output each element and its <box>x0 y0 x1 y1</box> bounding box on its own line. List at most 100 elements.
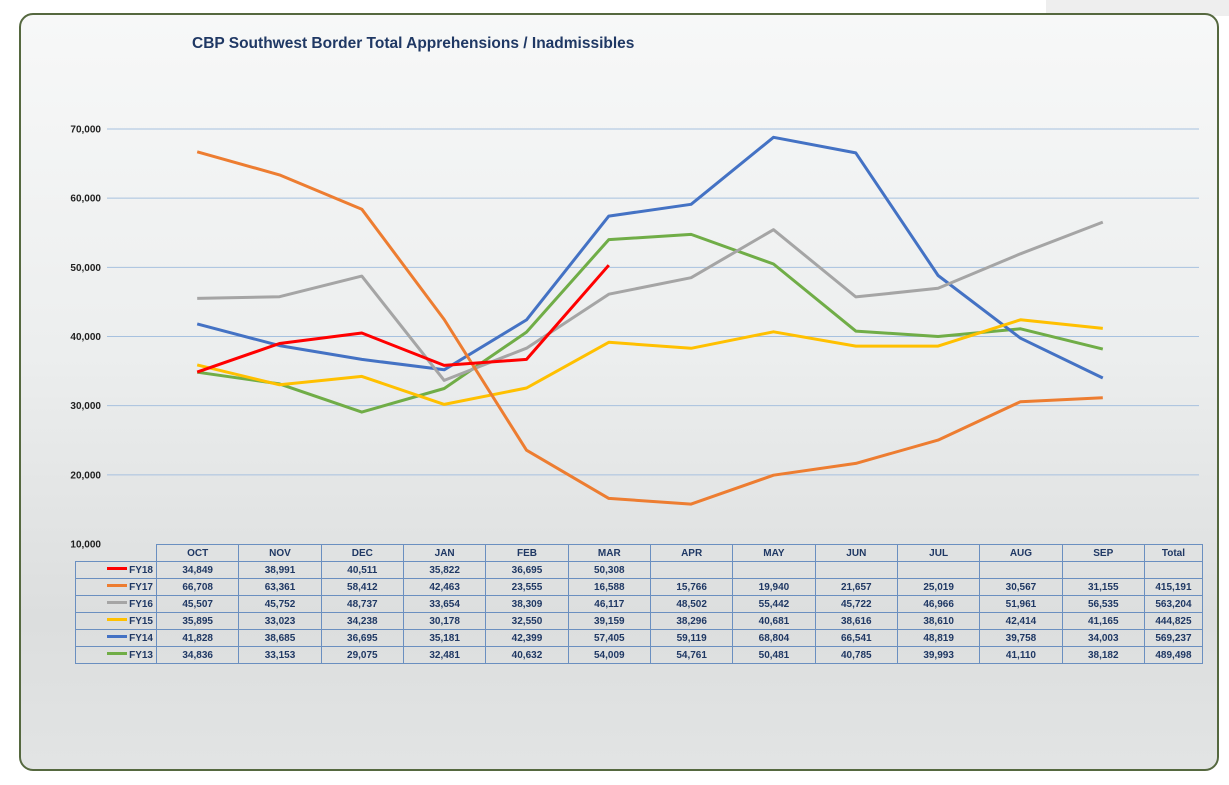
total-value: 569,237 <box>1143 629 1203 647</box>
legend-entry-fy13: FY13 <box>75 646 157 664</box>
data-label: 34,238 <box>320 612 404 630</box>
data-label: 42,463 <box>402 578 487 596</box>
x-category-label: MAY <box>732 544 816 562</box>
data-label: 39,159 <box>567 612 651 630</box>
total-value: 563,204 <box>1143 595 1203 613</box>
data-label: 48,502 <box>649 595 734 613</box>
corner-box <box>1046 0 1229 16</box>
data-label: 38,309 <box>485 595 569 613</box>
y-tick-label: 50,000 <box>70 263 101 274</box>
legend-key <box>107 567 128 571</box>
legend-label: FY17 <box>129 581 153 593</box>
series-line-fy18 <box>196 264 610 374</box>
data-label: 38,616 <box>814 612 898 630</box>
legend-key <box>107 584 128 588</box>
y-tick-label: 30,000 <box>70 401 101 412</box>
data-label: 50,308 <box>567 561 651 579</box>
legend-key <box>107 652 128 656</box>
data-label: 33,153 <box>238 646 322 664</box>
data-label: 23,555 <box>485 578 569 596</box>
chart-title: CBP Southwest Border Total Apprehensions… <box>192 35 635 52</box>
data-label: 55,442 <box>732 595 816 613</box>
total-value: 489,498 <box>1143 646 1203 664</box>
data-label: 32,550 <box>485 612 569 630</box>
data-label: 45,752 <box>238 595 322 613</box>
data-label: 48,819 <box>896 629 981 647</box>
legend-label: FY13 <box>129 649 153 661</box>
data-label: 33,654 <box>402 595 487 613</box>
data-label: 58,412 <box>320 578 404 596</box>
data-label: 46,966 <box>896 595 981 613</box>
data-label: 40,511 <box>320 561 404 579</box>
data-label: 42,414 <box>979 612 1063 630</box>
data-label: 42,399 <box>485 629 569 647</box>
legend-key <box>107 618 128 622</box>
data-label: 16,588 <box>567 578 651 596</box>
data-label: 54,761 <box>649 646 734 664</box>
data-label: 40,632 <box>485 646 569 664</box>
series-line-fy13 <box>196 232 1104 414</box>
legend-entry-fy15: FY15 <box>75 612 157 630</box>
total-value <box>1143 561 1203 579</box>
data-label: 39,758 <box>979 629 1063 647</box>
data-label <box>649 561 734 579</box>
data-label: 59,119 <box>649 629 734 647</box>
legend-entry-fy16: FY16 <box>75 595 157 613</box>
x-category-label: JUL <box>896 544 981 562</box>
data-label: 66,708 <box>155 578 240 596</box>
legend-key <box>107 601 128 605</box>
x-category-label: JUN <box>814 544 898 562</box>
x-category-label: FEB <box>485 544 569 562</box>
data-label: 41,828 <box>155 629 240 647</box>
data-label: 34,836 <box>155 646 240 664</box>
data-label: 38,685 <box>238 629 322 647</box>
legend-label: FY15 <box>129 615 153 627</box>
x-category-label: NOV <box>238 544 322 562</box>
table-row: FY14 41,828 38,685 36,695 35,181 42,399 57,405… <box>75 629 1203 647</box>
data-label <box>979 561 1063 579</box>
table-row: FY15 35,895 33,023 34,238 30,178 32,550 39,159… <box>75 612 1203 630</box>
table-row: FY18 34,849 38,991 40,511 35,822 36,695 50,308 <box>75 561 1203 579</box>
data-label: 40,785 <box>814 646 898 664</box>
data-label: 48,737 <box>320 595 404 613</box>
data-table: OCT NOV DEC JAN FEB MAR APR MAY JUN JUL AUG SEP Tota… <box>75 544 1203 664</box>
chart-panel: CBP Southwest Border Total Apprehensions… <box>19 13 1219 771</box>
y-tick-label: 40,000 <box>70 332 101 343</box>
data-label <box>1061 561 1145 579</box>
data-label: 32,481 <box>402 646 487 664</box>
data-label: 30,178 <box>402 612 487 630</box>
data-label: 21,657 <box>814 578 898 596</box>
series-line-fy17 <box>196 150 1103 506</box>
data-label: 36,695 <box>320 629 404 647</box>
data-label: 31,155 <box>1061 578 1145 596</box>
x-category-label: AUG <box>979 544 1063 562</box>
data-label: 34,003 <box>1061 629 1145 647</box>
x-category-label: OCT <box>155 544 240 562</box>
data-label: 38,610 <box>896 612 981 630</box>
total-header: Total <box>1143 544 1203 562</box>
table-row: FY16 45,507 45,752 48,737 33,654 38,309 46,117… <box>75 595 1203 613</box>
table-row: FY17 66,708 63,361 58,412 42,463 23,555 16,588… <box>75 578 1203 596</box>
data-label: 54,009 <box>567 646 651 664</box>
total-value: 415,191 <box>1143 578 1203 596</box>
legend-entry-fy17: FY17 <box>75 578 157 596</box>
x-category-label: MAR <box>567 544 651 562</box>
table-corner <box>75 544 157 562</box>
series-line-fy15 <box>196 318 1103 406</box>
legend-label: FY14 <box>129 632 153 644</box>
x-category-label: DEC <box>320 544 404 562</box>
data-label: 34,849 <box>155 561 240 579</box>
x-category-label: JAN <box>402 544 487 562</box>
data-label: 66,541 <box>814 629 898 647</box>
data-label: 45,722 <box>814 595 898 613</box>
data-label: 35,895 <box>155 612 240 630</box>
data-label: 41,165 <box>1061 612 1145 630</box>
data-label: 39,993 <box>896 646 981 664</box>
legend-key <box>107 635 128 639</box>
data-label: 51,961 <box>979 595 1063 613</box>
y-tick-label: 70,000 <box>70 125 101 136</box>
total-value: 444,825 <box>1143 612 1203 630</box>
data-label: 50,481 <box>732 646 816 664</box>
data-label <box>896 561 981 579</box>
data-label: 40,681 <box>732 612 816 630</box>
